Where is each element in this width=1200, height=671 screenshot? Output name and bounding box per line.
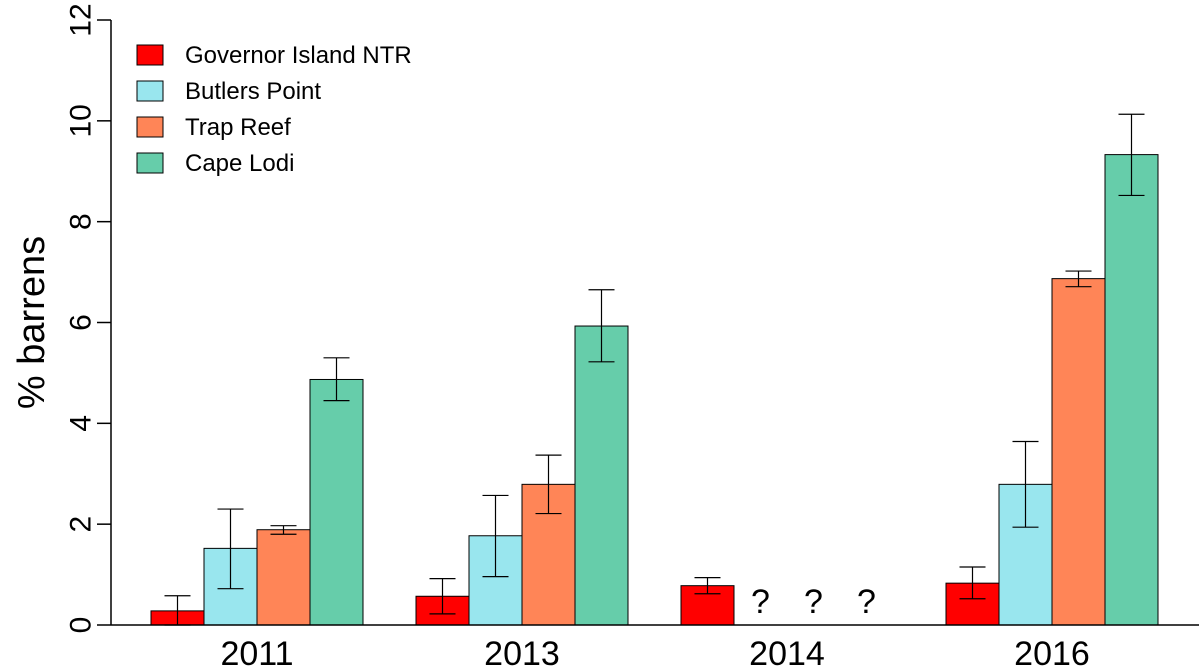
bar-cape-lodi-2011 [309, 378, 364, 626]
y-tick-label: 12 [65, 3, 98, 36]
error-bar-butlers-point-2011 [217, 508, 244, 590]
error-bar-butlers-point-2013 [482, 494, 509, 578]
y-tick-label: 0 [65, 617, 98, 634]
y-tick-label: 4 [65, 415, 98, 432]
x-label-2013: 2013 [484, 635, 560, 671]
legend-swatch [136, 116, 164, 138]
legend: Governor Island NTR Butlers Point Trap Ree… [136, 42, 412, 177]
y-tick-label: 6 [65, 314, 98, 331]
error-bar-trap-reef-2011 [270, 525, 297, 535]
legend-swatch [136, 44, 164, 66]
y-tick-label: 10 [65, 104, 98, 137]
legend-swatch [136, 80, 164, 102]
error-bar-governor-island-ntr-2016 [959, 566, 986, 600]
error-bar-governor-island-ntr-2013 [429, 578, 456, 615]
missing-markers: ??? [751, 583, 876, 621]
missing-value-marker: ? [804, 583, 823, 621]
bar-cape-lodi-2013 [574, 325, 629, 626]
legend-item-butlers-point: Butlers Point [136, 78, 321, 105]
legend-label: Governor Island NTR [185, 42, 412, 69]
legend-label: Butlers Point [185, 78, 321, 105]
error-bar-trap-reef-2013 [535, 454, 562, 515]
legend-swatch [136, 152, 164, 174]
legend-item-governor-island-ntr: Governor Island NTR [136, 42, 412, 69]
error-bar-cape-lodi-2016 [1118, 113, 1145, 197]
missing-value-marker: ? [751, 583, 770, 621]
error-bar-cape-lodi-2013 [588, 289, 615, 363]
bars-layer [150, 154, 1159, 626]
error-bar-butlers-point-2016 [1012, 440, 1039, 528]
x-axis-labels: 2011 2013 2014 2016 [220, 635, 1089, 671]
x-label-2011: 2011 [220, 635, 293, 671]
legend-item-cape-lodi: Cape Lodi [136, 150, 294, 177]
legend-label: Cape Lodi [185, 150, 294, 177]
y-tick-label: 2 [65, 516, 98, 533]
y-axis-title: % barrens [11, 236, 53, 409]
x-label-2016: 2016 [1014, 635, 1090, 671]
legend-label: Trap Reef [185, 114, 291, 141]
missing-value-marker: ? [857, 583, 876, 621]
bar-cape-lodi-2016 [1104, 154, 1159, 626]
y-tick-label: 8 [65, 213, 98, 230]
error-bars-layer [164, 113, 1145, 626]
error-bar-cape-lodi-2011 [323, 357, 350, 402]
x-label-2014: 2014 [749, 635, 825, 671]
bar-trap-reef-2016 [1051, 278, 1106, 626]
y-axis: 0 2 4 6 8 10 12 [65, 3, 112, 633]
bar-trap-reef-2011 [256, 529, 311, 626]
legend-item-trap-reef: Trap Reef [136, 114, 291, 141]
error-bar-trap-reef-2016 [1065, 270, 1092, 288]
error-bar-governor-island-ntr-2014 [694, 577, 721, 595]
